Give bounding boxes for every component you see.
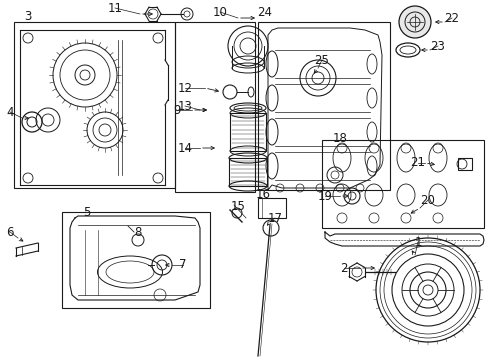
Text: 16: 16 [255,189,270,202]
Text: 23: 23 [429,40,445,53]
Text: 17: 17 [267,211,282,225]
Bar [321,140,483,228]
Circle shape [398,6,430,38]
Text: 8: 8 [134,225,142,238]
Text: 10: 10 [212,5,227,18]
Bar [228,158,266,186]
Bar [62,212,209,308]
Text: 14: 14 [177,141,192,154]
Text: 21: 21 [409,157,425,170]
Text: 12: 12 [177,81,192,94]
Text: 13: 13 [177,99,192,112]
Text: 20: 20 [420,194,434,207]
Text: 18: 18 [332,131,347,144]
Bar [258,198,285,218]
Text: 24: 24 [257,5,272,18]
Bar [258,22,389,190]
Text: 2: 2 [340,261,347,274]
Text: 19: 19 [317,189,332,202]
Text: 6: 6 [6,225,14,238]
Bar [457,158,471,170]
Bar [229,113,265,151]
Bar [14,22,175,188]
Text: 3: 3 [24,9,32,22]
Text: 5: 5 [83,207,90,220]
Bar [175,22,254,192]
Text: 25: 25 [314,54,329,67]
Text: 15: 15 [230,201,245,213]
Text: 11: 11 [107,1,122,14]
Text: 22: 22 [444,12,459,24]
Text: 7: 7 [179,258,186,271]
Text: 9: 9 [173,104,181,117]
Text: 4: 4 [6,105,14,118]
Text: 1: 1 [413,235,421,248]
